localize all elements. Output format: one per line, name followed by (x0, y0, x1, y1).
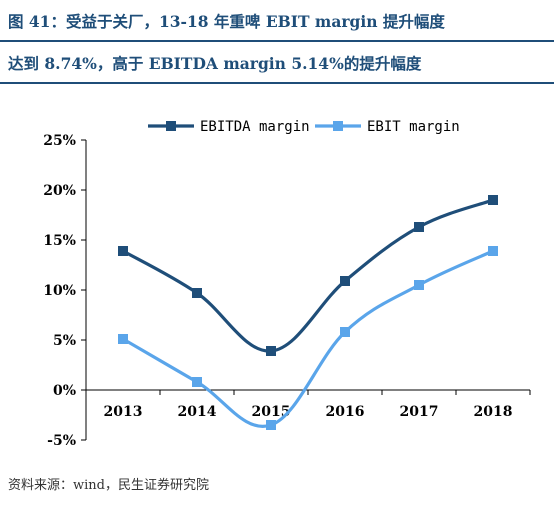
data-point-marker (118, 246, 128, 256)
y-tick-label: 20% (43, 183, 76, 199)
data-point-marker (118, 334, 128, 344)
y-tick-label: -5% (47, 433, 76, 449)
title-divider-bottom (0, 82, 554, 84)
series-layer (118, 195, 498, 430)
x-tick-label: 2017 (400, 404, 439, 420)
data-point-marker (192, 377, 202, 387)
legend-swatch-marker (166, 121, 176, 131)
data-point-marker (488, 246, 498, 256)
data-point-marker (266, 346, 276, 356)
data-point-marker (414, 280, 424, 290)
series-0 (118, 195, 498, 356)
data-point-marker (488, 195, 498, 205)
data-point-marker (340, 327, 350, 337)
legend: EBITDA margin EBIT margin (148, 119, 460, 135)
y-tick-label: 5% (53, 333, 76, 349)
legend-label: EBIT margin (367, 119, 460, 135)
figure-title-line-2: 达到 8.74%，高于 EBITDA margin 5.14%的提升幅度 (8, 54, 422, 73)
x-tick-label: 2015 (252, 404, 291, 420)
source-note: 资料来源：wind，民生证券研究院 (8, 478, 209, 493)
data-point-marker (414, 222, 424, 232)
series-line (122, 249, 494, 428)
y-tick-label: 0% (53, 383, 76, 399)
y-tick-label: 10% (43, 283, 76, 299)
data-point-marker (266, 420, 276, 430)
x-tick-label: 2013 (104, 404, 143, 420)
y-axis: -5% 0% 5% 10% 15% 20% 25% (43, 133, 87, 449)
title-divider (0, 40, 554, 42)
legend-swatch-marker (333, 121, 343, 131)
x-tick-label: 2018 (474, 404, 513, 420)
data-point-marker (192, 288, 202, 298)
data-point-marker (340, 276, 350, 286)
line-chart: -5% 0% 5% 10% 15% 20% 25% 2013 2014 2015 2016 2017… (43, 119, 531, 449)
y-tick-label: 25% (43, 133, 76, 149)
legend-label: EBITDA margin (200, 119, 310, 135)
x-tick-label: 2016 (326, 404, 365, 420)
x-tick-label: 2014 (178, 404, 217, 420)
series-1 (118, 246, 498, 430)
figure-title-line-1: 图 41：受益于关厂，13-18 年重啤 EBIT margin 提升幅度 (8, 12, 445, 31)
x-axis: 2013 2014 2015 2016 2017 2018 (85, 389, 531, 420)
y-tick-label: 15% (43, 233, 76, 249)
